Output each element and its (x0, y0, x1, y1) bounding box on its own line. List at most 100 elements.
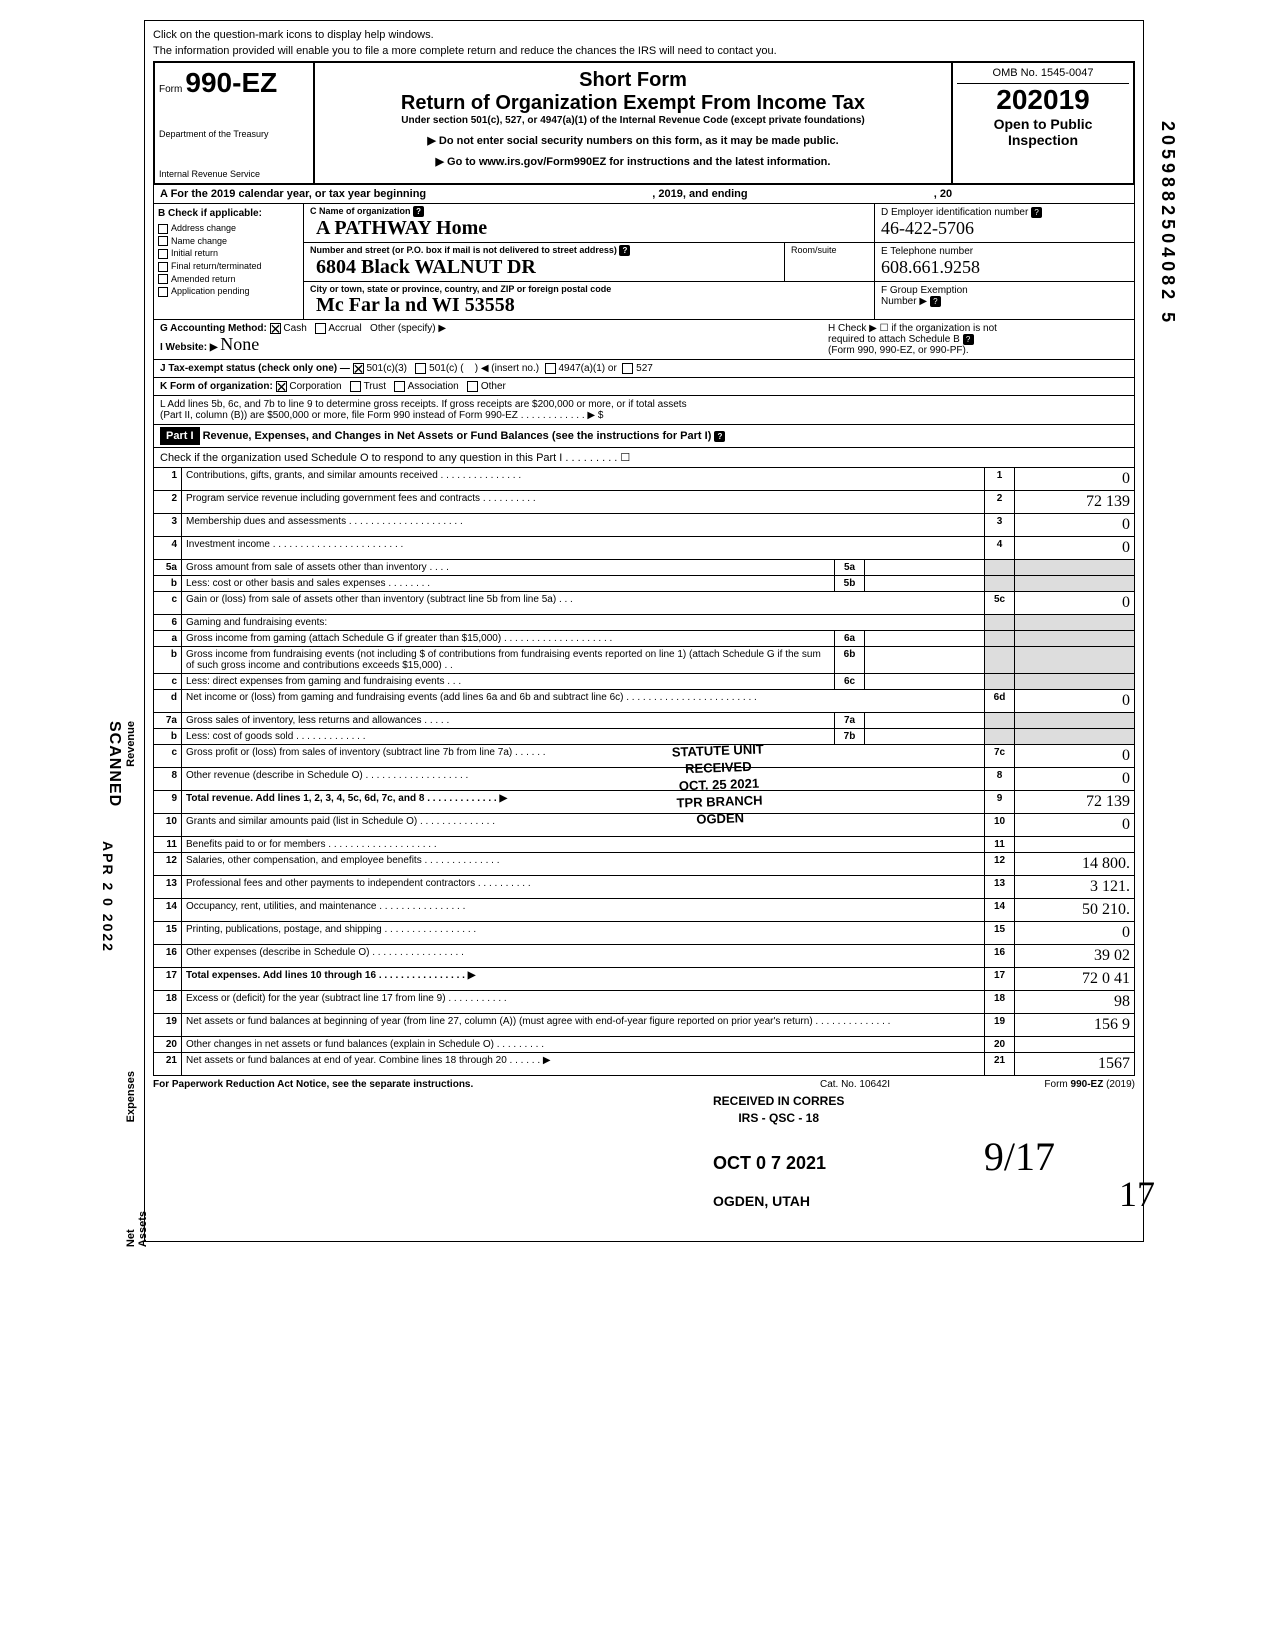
line-8-value: 0 (1015, 768, 1135, 791)
check-527[interactable] (622, 363, 633, 374)
line-17-value: 72 0 41 (1015, 968, 1135, 991)
footer: For Paperwork Reduction Act Notice, see … (153, 1076, 1135, 1093)
city-value: Mc Far la nd WI 53558 (310, 294, 521, 316)
ein-label: D Employer identification number (881, 207, 1028, 218)
open-public-2: Inspection (957, 132, 1129, 148)
year-suffix: , 20 (934, 188, 952, 200)
check-address-change[interactable]: Address change (158, 223, 299, 234)
form-org-row: K Form of organization: Corporation Trus… (153, 378, 1135, 396)
right-column: D Employer identification number 46-422-… (874, 204, 1134, 319)
help-icon[interactable] (619, 245, 630, 256)
check-501c[interactable] (415, 363, 426, 374)
top-note-2: The information provided will enable you… (153, 45, 1135, 57)
main-block: B Check if applicable: Address change Na… (153, 204, 1135, 320)
part-1-sub: Check if the organization used Schedule … (153, 448, 1135, 468)
goto-url: ▶ Go to www.irs.gov/Form990EZ for instru… (321, 155, 945, 168)
tax-year-line: A For the 2019 calendar year, or tax yea… (153, 185, 1135, 204)
check-column-b: B Check if applicable: Address change Na… (154, 204, 304, 319)
schedule-b-check-2: required to attach Schedule B (828, 334, 960, 345)
check-4947a1[interactable] (545, 363, 556, 374)
ein-value: 46-422-5706 (881, 218, 974, 238)
org-name-label: C Name of organization (310, 206, 411, 216)
tax-exempt-label: J Tax-exempt status (check only one) — (160, 363, 350, 374)
check-application-pending[interactable]: Application pending (158, 286, 299, 297)
schedule-b-check-1: H Check ▶ ☐ if the organization is not (828, 323, 997, 334)
year-mid: , 2019, and ending (652, 188, 747, 200)
paperwork-notice: For Paperwork Reduction Act Notice, see … (153, 1079, 755, 1090)
group-exemption-label: F Group Exemption (881, 285, 968, 296)
line-21-value: 1567 (1015, 1053, 1135, 1076)
tax-exempt-row: J Tax-exempt status (check only one) — 5… (153, 360, 1135, 378)
received-stamp: STATUTE UNIT RECEIVED OCT. 25 2021 TPR B… (672, 742, 767, 830)
phone-value: 608.661.9258 (881, 257, 980, 277)
check-final-return[interactable]: Final return/terminated (158, 261, 299, 272)
form-prefix: Form (159, 84, 182, 95)
check-corporation[interactable] (276, 381, 287, 392)
ssn-warning: ▶ Do not enter social security numbers o… (321, 134, 945, 147)
check-name-change[interactable]: Name change (158, 236, 299, 247)
cat-number: Cat. No. 10642I (755, 1079, 955, 1090)
name-column: C Name of organization A PATHWAY Home Nu… (304, 204, 874, 319)
header: Form 990-EZ Department of the Treasury I… (153, 61, 1135, 185)
initial-1: 9/17 (984, 1133, 1055, 1180)
side-net-assets: Net Assets (125, 1211, 149, 1247)
addr-value: 6804 Black WALNUT DR (310, 256, 542, 278)
line-13-value: 3 121. (1015, 876, 1135, 899)
form-org-label: K Form of organization: (160, 381, 273, 392)
year-prefix: A For the 2019 calendar year, or tax yea… (160, 188, 426, 200)
line-2-value: 72 139 (1015, 491, 1135, 514)
check-accrual[interactable] (315, 323, 326, 334)
side-scanned-stamp: SCANNED (105, 721, 123, 807)
acct-method-label: G Accounting Method: (160, 323, 267, 334)
ogden-stamp: OGDEN, UTAH (713, 1193, 810, 1209)
big-date-stamp: OCT 0 7 2021 (713, 1153, 826, 1174)
line-14-value: 50 210. (1015, 899, 1135, 922)
check-association[interactable] (394, 381, 405, 392)
part-1-label: Part I (160, 427, 200, 445)
dept-treasury: Department of the Treasury (159, 129, 309, 139)
check-initial-return[interactable]: Initial return (158, 248, 299, 259)
line-1-value: 0 (1015, 468, 1135, 491)
header-left: Form 990-EZ Department of the Treasury I… (155, 63, 315, 183)
corres-stamp: RECEIVED IN CORRES IRS - QSC - 18 (713, 1093, 844, 1127)
form-title: Return of Organization Exempt From Incom… (321, 92, 945, 115)
under-section: Under section 501(c), 527, or 4947(a)(1)… (321, 115, 945, 126)
help-icon[interactable] (413, 206, 424, 217)
help-icon[interactable] (930, 296, 941, 307)
accounting-row: G Accounting Method: Cash Accrual Other … (153, 320, 1135, 360)
line-9-value: 72 139 (1015, 791, 1135, 814)
omb-number: OMB No. 1545-0047 (957, 67, 1129, 84)
lines-table: 1Contributions, gifts, grants, and simil… (153, 468, 1135, 1076)
line-5c-value: 0 (1015, 592, 1135, 615)
line-3-value: 0 (1015, 514, 1135, 537)
org-name-value: A PATHWAY Home (310, 217, 493, 239)
line-20-value (1015, 1037, 1135, 1053)
check-cash[interactable] (270, 323, 281, 334)
check-trust[interactable] (350, 381, 361, 392)
part-1-title: Revenue, Expenses, and Changes in Net As… (203, 430, 712, 442)
check-501c3[interactable] (353, 363, 364, 374)
add-lines-row: L Add lines 5b, 6c, and 7b to line 9 to … (153, 396, 1135, 425)
group-exemption-number: Number ▶ (881, 296, 927, 307)
help-icon[interactable] (963, 334, 974, 345)
line-15-value: 0 (1015, 922, 1135, 945)
short-form-label: Short Form (321, 69, 945, 92)
form-page: Click on the question-mark icons to disp… (144, 20, 1144, 1242)
check-amended-return[interactable]: Amended return (158, 274, 299, 285)
line-12-value: 14 800. (1015, 853, 1135, 876)
dept-irs: Internal Revenue Service (159, 169, 309, 179)
help-icon[interactable] (1031, 207, 1042, 218)
line-18-value: 98 (1015, 991, 1135, 1014)
initial-2: 17 (1119, 1173, 1155, 1215)
city-label: City or town, state or province, country… (310, 284, 611, 294)
tax-year: 202019 (957, 84, 1129, 116)
line-7c-value: 0 (1015, 745, 1135, 768)
help-icon[interactable] (714, 431, 725, 442)
line-16-value: 39 02 (1015, 945, 1135, 968)
check-other-org[interactable] (467, 381, 478, 392)
room-suite-label: Room/suite (784, 243, 874, 281)
side-scan-date: APR 2 0 2022 (100, 841, 116, 953)
website-label: I Website: ▶ (160, 342, 218, 353)
line-11-value (1015, 837, 1135, 853)
line-6d-value: 0 (1015, 690, 1135, 713)
